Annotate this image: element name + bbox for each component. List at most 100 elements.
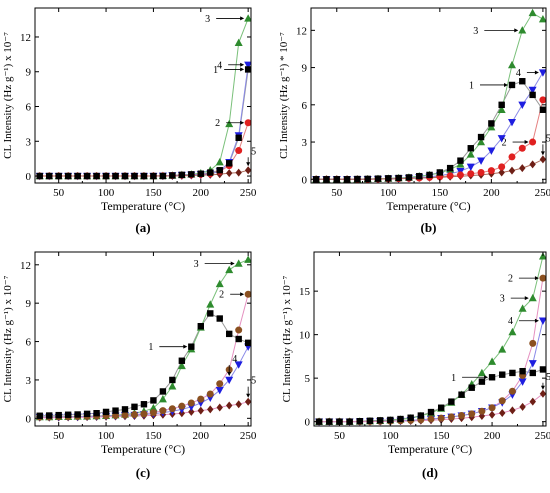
data-point (467, 170, 475, 178)
data-point (456, 171, 464, 179)
data-point (446, 172, 454, 180)
data-point (121, 406, 129, 413)
data-point (364, 175, 371, 183)
series-label: 5 (546, 372, 550, 383)
data-point (235, 335, 242, 343)
x-tick-label: 50 (331, 187, 343, 199)
data-point (498, 163, 506, 171)
data-point (169, 172, 176, 179)
series-label: 3 (473, 26, 478, 37)
panel-label: (a) (135, 220, 150, 235)
data-point (149, 409, 157, 417)
data-point (112, 172, 119, 180)
y-axis-label: CL Intensity (Hz g⁻¹) x 10⁻⁷ (281, 275, 293, 402)
data-point (206, 300, 215, 308)
series-label: 1 (469, 80, 474, 91)
data-point (188, 343, 195, 350)
data-point (376, 417, 384, 424)
data-point (346, 418, 353, 425)
data-point (499, 371, 506, 378)
data-point (356, 418, 363, 425)
data-point (234, 361, 243, 369)
data-point (498, 397, 506, 405)
data-point (312, 176, 320, 183)
data-point (131, 172, 138, 180)
series-line-1 (316, 80, 544, 180)
data-point (478, 378, 486, 385)
data-point (158, 394, 167, 403)
y-tick-label: 6 (26, 102, 32, 114)
data-point (437, 414, 445, 422)
annotation-arrowhead (540, 151, 545, 156)
data-point (102, 408, 110, 416)
plot-area (315, 252, 546, 426)
data-point (168, 405, 176, 413)
data-point (197, 406, 204, 415)
y-tick-label: 3 (302, 137, 308, 149)
data-point (169, 376, 176, 384)
series-label: 2 (215, 118, 220, 129)
plot-frame (34, 7, 252, 184)
y-tick-label: 10 (299, 330, 311, 342)
plot-frame (34, 251, 252, 427)
data-point (178, 171, 186, 179)
x-axis-label: Temperature (°C) (101, 442, 185, 456)
x-tick-label: 100 (382, 430, 399, 442)
data-point (529, 369, 536, 377)
series-line-2 (319, 278, 544, 423)
data-point (215, 279, 224, 288)
data-point (427, 415, 435, 423)
data-point (197, 170, 204, 177)
data-point (215, 157, 224, 166)
data-point (529, 339, 537, 347)
data-point (140, 172, 148, 180)
plot-area (35, 14, 251, 181)
data-point (354, 175, 361, 183)
data-point (55, 411, 62, 419)
data-point (539, 389, 546, 398)
data-point (188, 407, 195, 416)
data-point (55, 172, 62, 180)
data-point (488, 374, 496, 381)
y-tick-label: 3 (26, 375, 32, 387)
data-point (234, 38, 243, 46)
plot-area (35, 255, 251, 422)
y-axis-label: CL Intensity (Hz g⁻¹) * 10⁻⁷ (278, 32, 290, 159)
data-point (226, 160, 233, 167)
data-point (188, 171, 195, 178)
data-point (458, 391, 465, 398)
panel-label: (b) (421, 220, 437, 235)
data-point (244, 290, 251, 298)
data-point (74, 411, 81, 418)
x-tick-label: 250 (240, 187, 257, 199)
data-point (497, 135, 506, 143)
data-point (207, 169, 214, 176)
series-label: 3 (500, 294, 505, 305)
data-point (457, 157, 464, 164)
series-label: 2 (502, 138, 507, 149)
y-tick-label: 0 (26, 171, 32, 183)
data-point (528, 293, 537, 302)
annotation-arrowhead (240, 62, 245, 67)
y-tick-label: 0 (26, 413, 32, 425)
data-point (509, 406, 516, 415)
data-point (529, 397, 536, 406)
data-point (235, 134, 242, 142)
data-point (405, 174, 413, 181)
data-point (529, 91, 536, 99)
series-line-1 (39, 312, 249, 417)
data-point (244, 14, 251, 22)
data-point (437, 404, 445, 411)
data-point (448, 398, 455, 405)
annotation-arrowhead (240, 292, 245, 297)
series-line-3 (39, 18, 249, 177)
data-point (336, 418, 343, 425)
x-tick-label: 50 (53, 430, 65, 442)
data-point (538, 69, 546, 77)
data-point (149, 403, 158, 412)
data-point (93, 172, 100, 180)
data-point (93, 410, 100, 417)
data-point (131, 403, 138, 411)
data-point (478, 407, 486, 415)
